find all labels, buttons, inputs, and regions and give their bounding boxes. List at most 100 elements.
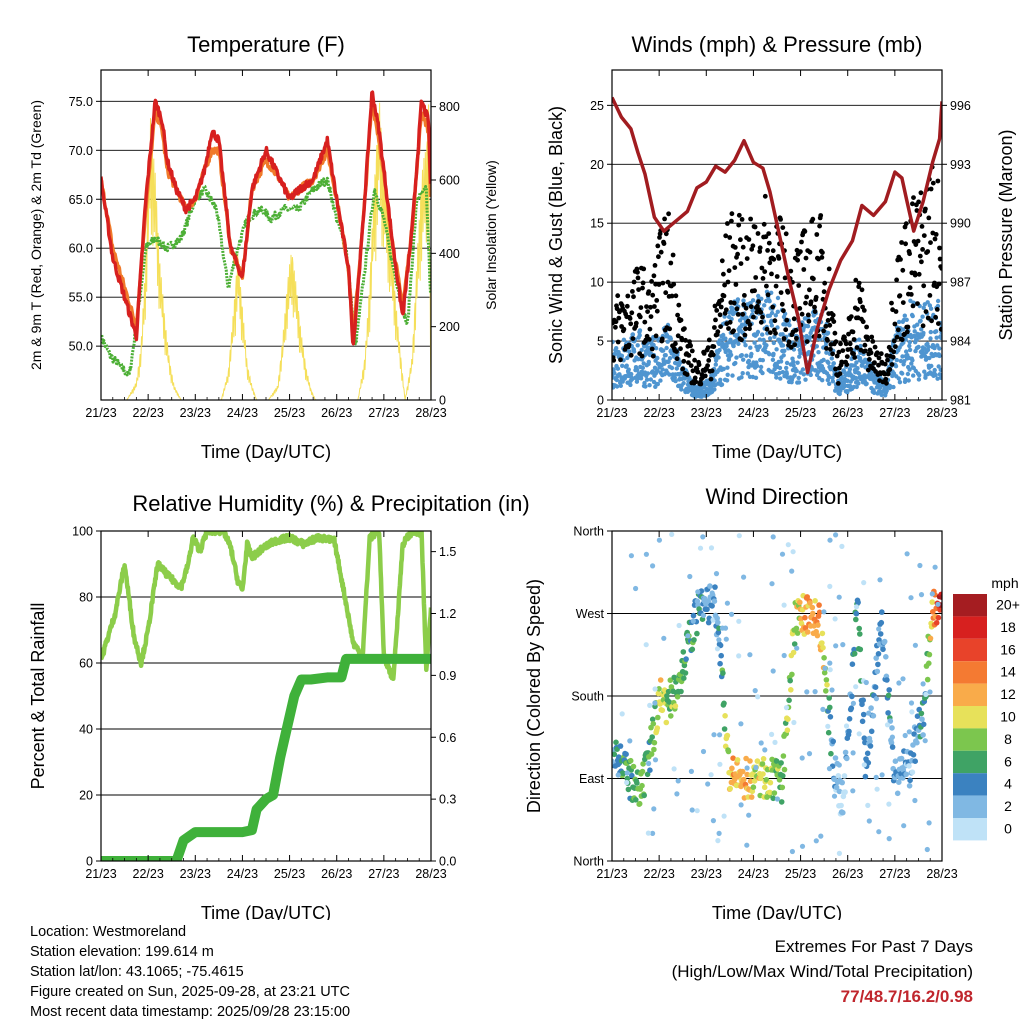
sonic-wind-point [917, 373, 922, 378]
sonic-wind-point [735, 297, 741, 302]
winds-xtick-label: 22/23 [644, 406, 675, 420]
humidity-y2tick-label: 0.9 [439, 669, 456, 683]
direction-point [822, 665, 828, 672]
direction-point [661, 635, 667, 641]
sonic-wind-point [642, 380, 647, 386]
direction-point [612, 751, 618, 758]
direction-point [767, 779, 774, 786]
gust-point [648, 314, 654, 319]
gust-point [796, 283, 802, 288]
sonic-wind-point [784, 365, 789, 371]
gust-point [626, 342, 632, 348]
direction-point [615, 772, 621, 778]
sonic-wind-point [669, 365, 675, 371]
gust-point [818, 213, 824, 218]
direction-point [736, 653, 742, 659]
sonic-wind-point [858, 343, 863, 349]
winds-ytick-label: 20 [590, 158, 604, 172]
gust-point [763, 234, 769, 240]
direction-point [906, 783, 913, 789]
gust-point [928, 240, 933, 246]
gust-point [816, 333, 822, 339]
sonic-wind-point [724, 343, 729, 349]
sonic-wind-point [725, 365, 730, 370]
direction-point [747, 778, 754, 784]
direction-point [715, 838, 721, 844]
gust-point [718, 324, 723, 329]
gust-point [918, 190, 924, 196]
direction-point [917, 562, 923, 569]
sonic-wind-point [778, 359, 784, 364]
sonic-wind-point [612, 351, 617, 357]
direction-point [818, 833, 824, 839]
sonic-wind-point [907, 367, 912, 372]
gust-point [892, 321, 898, 327]
direction-point [926, 660, 932, 667]
sonic-wind-point [794, 368, 799, 374]
gust-point [698, 381, 704, 387]
gust-point [725, 279, 731, 285]
sonic-wind-point [775, 309, 780, 314]
direction-point [725, 748, 732, 755]
gust-point [857, 299, 863, 305]
gust-point [876, 355, 882, 361]
gust-point [769, 271, 774, 277]
colorbar-label: 0 [1004, 821, 1012, 837]
direction-point [794, 630, 801, 636]
direction-point [840, 642, 846, 648]
direction-point [832, 755, 839, 761]
sonic-wind-point [724, 378, 730, 383]
sonic-wind-point [915, 322, 920, 327]
colorbar-label: 8 [1004, 731, 1012, 747]
direction-point [747, 652, 753, 658]
direction-point [633, 797, 639, 803]
sonic-wind-point [926, 344, 931, 349]
direction-point [908, 700, 915, 706]
direction-point [650, 563, 656, 569]
direction-point [823, 688, 829, 694]
direction-point [705, 781, 711, 787]
gust-point [736, 212, 742, 218]
gust-point [733, 282, 739, 287]
direction-point [927, 689, 933, 695]
temperature-xlabel: Time (Day/UTC) [201, 442, 331, 462]
sonic-wind-point [730, 306, 735, 311]
direction-point [671, 766, 677, 772]
sonic-wind-point [769, 318, 774, 323]
gust-point [904, 329, 910, 335]
gust-point [770, 248, 776, 254]
humidity-y2tick-label: 0.6 [439, 731, 456, 745]
direction-point [652, 757, 659, 763]
direction-point [841, 773, 848, 779]
gust-point [692, 357, 697, 363]
direction-point [886, 687, 892, 693]
direction-point [715, 629, 722, 636]
sonic-wind-point [937, 346, 942, 351]
gust-point [719, 297, 725, 303]
gust-point [939, 266, 942, 271]
gust-point [722, 282, 727, 288]
gust-point [615, 293, 621, 299]
gust-point [792, 342, 798, 348]
temperature-y2tick-label: 800 [439, 100, 460, 114]
sonic-wind-point [925, 300, 930, 305]
gust-point [668, 260, 674, 266]
gust-point [894, 334, 900, 340]
winds-y2tick-label: 984 [950, 335, 971, 349]
sonic-wind-point [795, 360, 800, 365]
gust-point [804, 339, 810, 344]
gust-point [907, 251, 912, 257]
direction-point [666, 699, 672, 705]
sonic-wind-point [619, 353, 625, 358]
gust-point [850, 329, 856, 335]
sonic-wind-point [929, 363, 934, 369]
gust-point [688, 363, 694, 368]
gust-point [828, 346, 833, 352]
sonic-wind-point [928, 329, 933, 335]
direction-point [804, 689, 810, 695]
gust-point [772, 318, 778, 324]
direction-point [720, 670, 726, 676]
sonic-wind-point [758, 364, 764, 370]
winds-ytick-label: 0 [597, 394, 604, 408]
humidity-ytick-label: 80 [79, 591, 93, 605]
